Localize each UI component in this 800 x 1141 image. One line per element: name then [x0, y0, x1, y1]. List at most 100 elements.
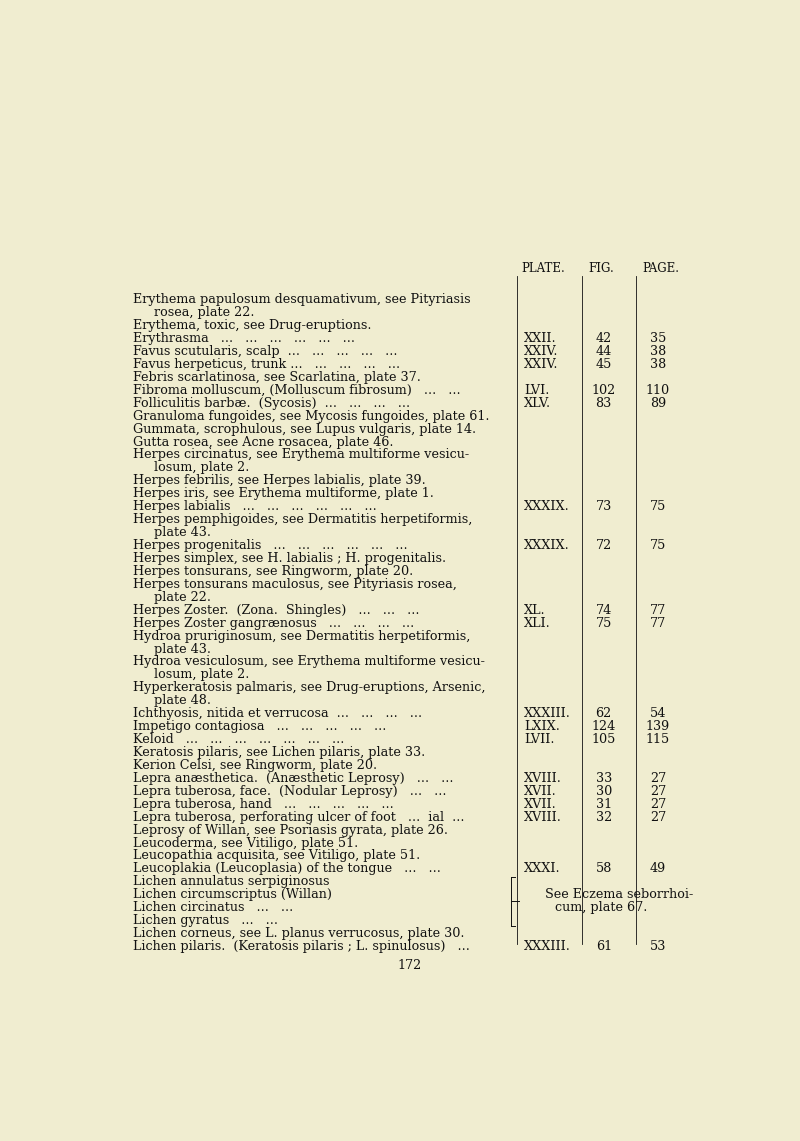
Text: LXIX.: LXIX. [524, 720, 560, 734]
Text: Gummata, scrophulous, see Lupus vulgaris, plate 14.: Gummata, scrophulous, see Lupus vulgaris… [133, 422, 476, 436]
Text: cum, plate 67.: cum, plate 67. [555, 901, 647, 914]
Text: 73: 73 [596, 500, 612, 513]
Text: Favus herpeticus, trunk ...   ...   ...   ...   ...: Favus herpeticus, trunk ... ... ... ... … [133, 358, 400, 371]
Text: Lichen annulatus serpiginosus: Lichen annulatus serpiginosus [133, 875, 329, 889]
Text: Herpes iris, see Erythema multiforme, plate 1.: Herpes iris, see Erythema multiforme, pl… [133, 487, 434, 500]
Text: 42: 42 [596, 332, 612, 345]
Text: XVIII.: XVIII. [524, 771, 562, 785]
Text: 54: 54 [650, 707, 666, 720]
Text: XVII.: XVII. [524, 785, 557, 798]
Text: Ichthyosis, nitida et verrucosa  ...   ...   ...   ...: Ichthyosis, nitida et verrucosa ... ... … [133, 707, 422, 720]
Text: plate 22.: plate 22. [154, 591, 211, 604]
Text: losum, plate 2.: losum, plate 2. [154, 461, 250, 475]
Text: XLI.: XLI. [524, 616, 550, 630]
Text: Leprosy of Willan, see Psoriasis gyrata, plate 26.: Leprosy of Willan, see Psoriasis gyrata,… [133, 824, 447, 836]
Text: Granuloma fungoides, see Mycosis fungoides, plate 61.: Granuloma fungoides, see Mycosis fungoid… [133, 410, 489, 422]
Text: 32: 32 [596, 810, 612, 824]
Text: 75: 75 [650, 500, 666, 513]
Text: 102: 102 [592, 383, 616, 397]
Text: Fibroma molluscum, (Molluscum fibrosum)   ...   ...: Fibroma molluscum, (Molluscum fibrosum) … [133, 383, 460, 397]
Text: Lichen corneus, see L. planus verrucosus, plate 30.: Lichen corneus, see L. planus verrucosus… [133, 928, 464, 940]
Text: 53: 53 [650, 940, 666, 953]
Text: XVII.: XVII. [524, 798, 557, 811]
Text: 45: 45 [595, 358, 612, 371]
Text: plate 43.: plate 43. [154, 642, 211, 655]
Text: 72: 72 [596, 539, 612, 552]
Text: 27: 27 [650, 785, 666, 798]
Text: 62: 62 [596, 707, 612, 720]
Text: Erythrasma   ...   ...   ...   ...   ...   ...: Erythrasma ... ... ... ... ... ... [133, 332, 354, 345]
Text: Leucoderma, see Vitiligo, plate 51.: Leucoderma, see Vitiligo, plate 51. [133, 836, 358, 850]
Text: 27: 27 [650, 798, 666, 811]
Text: XXXIII.: XXXIII. [524, 707, 570, 720]
Text: Hydroa pruriginosum, see Dermatitis herpetiformis,: Hydroa pruriginosum, see Dermatitis herp… [133, 630, 470, 642]
Text: Lepra tuberosa, hand   ...   ...   ...   ...   ...: Lepra tuberosa, hand ... ... ... ... ... [133, 798, 394, 811]
Text: Lepra anæsthetica.  (Anæsthetic Leprosy)   ...   ...: Lepra anæsthetica. (Anæsthetic Leprosy) … [133, 771, 453, 785]
Text: 27: 27 [650, 771, 666, 785]
Text: XXIV.: XXIV. [524, 358, 558, 371]
Text: 27: 27 [650, 810, 666, 824]
Text: Kerion Celsi, see Ringworm, plate 20.: Kerion Celsi, see Ringworm, plate 20. [133, 759, 377, 772]
Text: Herpes circinatus, see Erythema multiforme vesicu-: Herpes circinatus, see Erythema multifor… [133, 448, 469, 461]
Text: losum, plate 2.: losum, plate 2. [154, 669, 250, 681]
Text: 38: 38 [650, 358, 666, 371]
Text: XL.: XL. [524, 604, 546, 616]
Text: Folliculitis barbæ.  (Sycosis)  ...   ...   ...   ...: Folliculitis barbæ. (Sycosis) ... ... ..… [133, 397, 410, 410]
Text: Erythema papulosum desquamativum, see Pityriasis: Erythema papulosum desquamativum, see Pi… [133, 293, 470, 306]
Text: 49: 49 [650, 863, 666, 875]
Text: 75: 75 [595, 616, 612, 630]
Text: Herpes febrilis, see Herpes labialis, plate 39.: Herpes febrilis, see Herpes labialis, pl… [133, 475, 426, 487]
Text: Erythema, toxic, see Drug-eruptions.: Erythema, toxic, see Drug-eruptions. [133, 319, 371, 332]
Text: Keloid   ...   ...   ...   ...   ...   ...   ...: Keloid ... ... ... ... ... ... ... [133, 733, 344, 746]
Text: 61: 61 [596, 940, 612, 953]
Text: PAGE.: PAGE. [642, 261, 679, 275]
Text: Herpes Zoster gangrænosus   ...   ...   ...   ...: Herpes Zoster gangrænosus ... ... ... ..… [133, 616, 414, 630]
Text: Hydroa vesiculosum, see Erythema multiforme vesicu-: Hydroa vesiculosum, see Erythema multifo… [133, 655, 485, 669]
Text: 30: 30 [596, 785, 612, 798]
Text: Febris scarlatinosa, see Scarlatina, plate 37.: Febris scarlatinosa, see Scarlatina, pla… [133, 371, 421, 383]
Text: XXII.: XXII. [524, 332, 557, 345]
Text: XXIV.: XXIV. [524, 345, 558, 358]
Text: XXXIX.: XXXIX. [524, 539, 570, 552]
Text: FIG.: FIG. [588, 261, 614, 275]
Text: 38: 38 [650, 345, 666, 358]
Text: 83: 83 [596, 397, 612, 410]
Text: 74: 74 [596, 604, 612, 616]
Text: 139: 139 [646, 720, 670, 734]
Text: XVIII.: XVIII. [524, 810, 562, 824]
Text: 77: 77 [650, 616, 666, 630]
Text: Keratosis pilaris, see Lichen pilaris, plate 33.: Keratosis pilaris, see Lichen pilaris, p… [133, 746, 425, 759]
Text: Lichen gyratus   ...   ...: Lichen gyratus ... ... [133, 914, 278, 928]
Text: Lichen circumscriptus (Willan): Lichen circumscriptus (Willan) [133, 889, 331, 901]
Text: 89: 89 [650, 397, 666, 410]
Text: 33: 33 [596, 771, 612, 785]
Text: 110: 110 [646, 383, 670, 397]
Text: 35: 35 [650, 332, 666, 345]
Text: 75: 75 [650, 539, 666, 552]
Text: Impetigo contagiosa   ...   ...   ...   ...   ...: Impetigo contagiosa ... ... ... ... ... [133, 720, 386, 734]
Text: Lepra tuberosa, perforating ulcer of foot   ...  ial  ...: Lepra tuberosa, perforating ulcer of foo… [133, 810, 464, 824]
Text: XXXIX.: XXXIX. [524, 500, 570, 513]
Text: LVII.: LVII. [524, 733, 554, 746]
Text: 124: 124 [592, 720, 616, 734]
Text: Herpes labialis   ...   ...   ...   ...   ...   ...: Herpes labialis ... ... ... ... ... ... [133, 500, 376, 513]
Text: 31: 31 [596, 798, 612, 811]
Text: PLATE.: PLATE. [522, 261, 566, 275]
Text: XXXI.: XXXI. [524, 863, 561, 875]
Text: Hyperkeratosis palmaris, see Drug-eruptions, Arsenic,: Hyperkeratosis palmaris, see Drug-erupti… [133, 681, 485, 695]
Text: XXXIII.: XXXIII. [524, 940, 570, 953]
Text: Herpes Zoster.  (Zona.  Shingles)   ...   ...   ...: Herpes Zoster. (Zona. Shingles) ... ... … [133, 604, 419, 616]
Text: Lichen pilaris.  (Keratosis pilaris ; L. spinulosus)   ...: Lichen pilaris. (Keratosis pilaris ; L. … [133, 940, 470, 953]
Text: XLV.: XLV. [524, 397, 551, 410]
Text: Lepra tuberosa, face.  (Nodular Leprosy)   ...   ...: Lepra tuberosa, face. (Nodular Leprosy) … [133, 785, 446, 798]
Text: plate 43.: plate 43. [154, 526, 211, 539]
Text: Gutta rosea, see Acne rosacea, plate 46.: Gutta rosea, see Acne rosacea, plate 46. [133, 436, 393, 448]
Text: Herpes simplex, see H. labialis ; H. progenitalis.: Herpes simplex, see H. labialis ; H. pro… [133, 552, 446, 565]
Text: plate 48.: plate 48. [154, 694, 211, 707]
Text: Favus scutularis, scalp  ...   ...   ...   ...   ...: Favus scutularis, scalp ... ... ... ... … [133, 345, 397, 358]
Text: Herpes tonsurans maculosus, see Pityriasis rosea,: Herpes tonsurans maculosus, see Pityrias… [133, 577, 457, 591]
Text: Herpes progenitalis   ...   ...   ...   ...   ...   ...: Herpes progenitalis ... ... ... ... ... … [133, 539, 407, 552]
Text: rosea, plate 22.: rosea, plate 22. [154, 306, 254, 319]
Text: Leucoplakia (Leucoplasia) of the tongue   ...   ...: Leucoplakia (Leucoplasia) of the tongue … [133, 863, 441, 875]
Text: See Eczema seborrhoi-: See Eczema seborrhoi- [545, 889, 693, 901]
